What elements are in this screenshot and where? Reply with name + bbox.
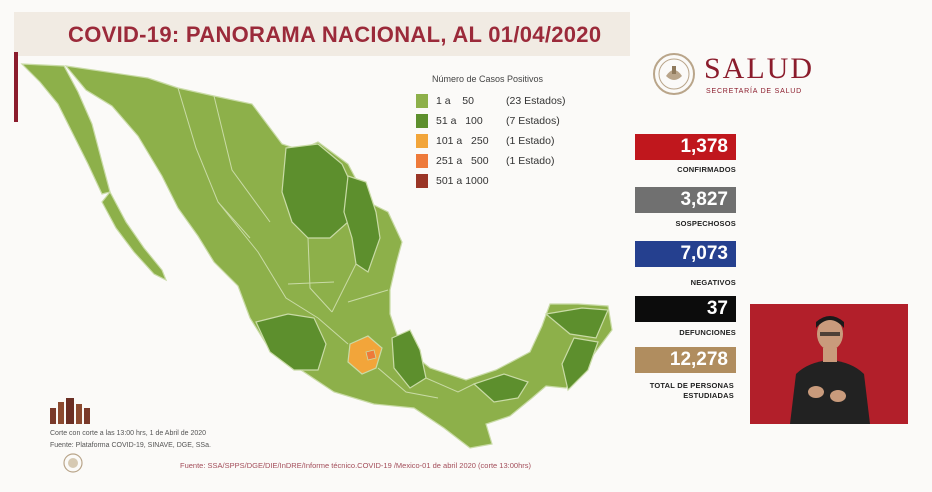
state-baja-california-sur	[101, 190, 168, 282]
legend-row: 51 a 100 (7 Estados)	[416, 111, 616, 131]
state-baja-california	[20, 63, 111, 195]
legend-note: (7 Estados)	[506, 115, 560, 127]
stat-defunciones-box: 37	[635, 296, 736, 322]
mexico-map	[18, 52, 638, 472]
legend-title: Número de Casos Positivos	[432, 74, 544, 84]
accent-bar	[14, 52, 18, 122]
state-chihuahua-coahuila	[281, 143, 355, 239]
stat-confirmados-box: 1,378	[635, 134, 736, 160]
legend-range: 251 a 500	[436, 155, 489, 167]
legend-row: 501 a 1000	[416, 171, 616, 191]
stat-defunciones-label: DEFUNCIONES	[679, 328, 736, 337]
brand-name: SALUD	[704, 52, 815, 85]
legend-row: 1 a 50 (23 Estados)	[416, 91, 616, 111]
legend-range: 101 a 250	[436, 135, 489, 147]
footnote-plataforma: Fuente: Plataforma COVID-19, SINAVE, DGE…	[50, 442, 211, 449]
seal-icon	[653, 53, 695, 95]
interpreter-figure	[750, 304, 908, 424]
state-jalisco	[255, 313, 327, 371]
state-nuevo-leon	[343, 175, 381, 273]
legend-row: 101 a 250 (1 Estado)	[416, 131, 616, 151]
state-tabasco	[472, 373, 529, 403]
salud-logo: SALUD SECRETARÍA DE SALUD	[652, 52, 832, 100]
page-title: COVID-19: PANORAMA NACIONAL, AL 01/04/20…	[68, 22, 602, 47]
legend-swatch	[416, 134, 428, 148]
legend-swatch	[416, 94, 428, 108]
legend-row: 251 a 500 (1 Estado)	[416, 151, 616, 171]
brand-subtitle: SECRETARÍA DE SALUD	[706, 88, 802, 95]
stat-total-box: 12,278	[635, 347, 736, 373]
state-cdmx	[365, 349, 377, 361]
stat-negativos-label: NEGATIVOS	[690, 278, 736, 287]
map-svg	[20, 63, 613, 449]
state-yucatan	[544, 307, 609, 339]
stat-confirmados-label: CONFIRMADOS	[677, 165, 736, 174]
state-borders	[177, 87, 475, 399]
legend: Número de Casos Positivos 1 a 50 (23 Est…	[416, 74, 616, 191]
stat-sospechosos-box: 3,827	[635, 187, 736, 213]
legend-swatch	[416, 174, 428, 188]
stat-sospechosos-label: SOSPECHOSOS	[675, 219, 736, 228]
state-mainland	[64, 65, 613, 449]
small-seal-icon	[63, 453, 83, 473]
legend-range: 501 a 1000	[436, 175, 489, 187]
legend-swatch	[416, 114, 428, 128]
legend-range: 1 a 50	[436, 95, 474, 107]
title-band	[14, 12, 630, 56]
legend-note: (1 Estado)	[506, 135, 555, 147]
legend-note: (1 Estado)	[506, 155, 555, 167]
stat-negativos-box: 7,073	[635, 241, 736, 267]
state-quintana-roo	[561, 337, 599, 392]
legend-range: 51 a 100	[436, 115, 483, 127]
footnote-fuente: Fuente: SSA/SPPS/DGE/DIE/InDRE/Informe t…	[180, 461, 531, 470]
legend-swatch	[416, 154, 428, 168]
stat-total-label: TOTAL DE PERSONAS ESTUDIADAS	[649, 381, 734, 400]
footnote-corte: Corte con corte a las 13:00 hrs, 1 de Ab…	[50, 430, 207, 437]
legend-note: (23 Estados)	[506, 95, 566, 107]
gobierno-illustration-icon	[50, 398, 90, 424]
state-edomex	[347, 335, 383, 375]
interpreter-video	[750, 304, 908, 424]
